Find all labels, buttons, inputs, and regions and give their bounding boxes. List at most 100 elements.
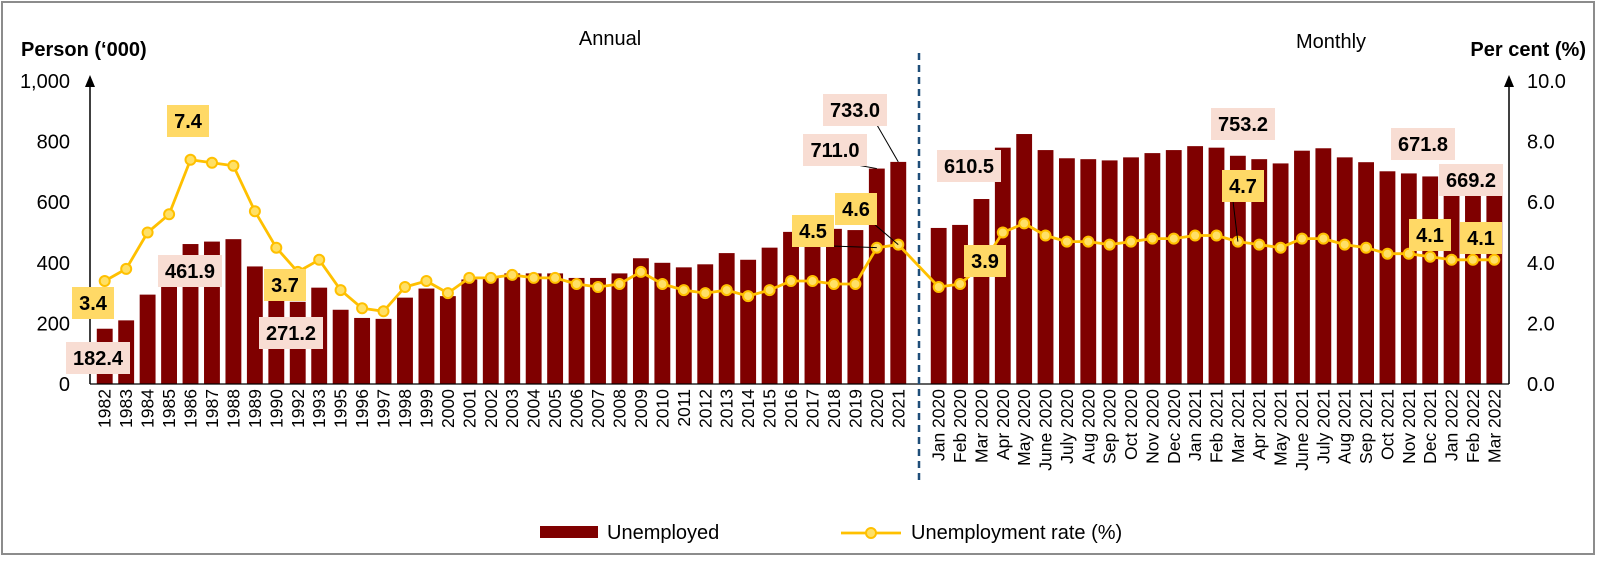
x-tick-label: Jan 2021: [1185, 389, 1205, 461]
right-tick-label: 4.0: [1527, 253, 1555, 275]
unemployment-rate-point: [720, 284, 733, 297]
unemployed-bar: [1208, 147, 1225, 384]
unemployed-bar: [1486, 181, 1503, 384]
bar-label-box: [1391, 128, 1455, 160]
left-tick-label: 800: [37, 132, 70, 154]
rate-label-box: [1222, 170, 1264, 202]
rate-value-label: 3.4: [79, 293, 108, 315]
bar-label-box: [259, 317, 323, 349]
section-label-monthly: Monthly: [1296, 31, 1366, 53]
unemployment-rate-point: [441, 287, 454, 300]
x-tick-label: Oct 2020: [1121, 389, 1141, 460]
unemployment-rate-point: [1039, 229, 1052, 242]
bar-label-box: [158, 255, 222, 287]
x-tick-label: Dec 2020: [1164, 389, 1184, 464]
unemployment-rate-point: [677, 284, 690, 297]
rate-label-box: [167, 105, 209, 137]
unemployed-bar: [354, 317, 371, 384]
unemployment-rate-point: [763, 284, 776, 297]
x-tick-label: 2001: [459, 389, 479, 428]
bar-value-label: 610.5: [944, 156, 994, 178]
x-tick-label: 1986: [181, 389, 201, 428]
unemployment-rate-point: [506, 268, 519, 281]
unemployment-rate-point: [1253, 238, 1266, 251]
unemployment-rate-point: [1210, 229, 1223, 242]
unemployment-rate-point: [227, 159, 240, 172]
unemployment-rate-point: [1060, 235, 1073, 248]
x-tick-label: 2012: [695, 389, 715, 428]
bar-label-box: [66, 342, 130, 374]
unemployed-bar: [1123, 157, 1139, 384]
x-tick-label: 1993: [309, 389, 329, 428]
rate-label-box: [964, 245, 1006, 277]
unemployment-rate-point: [1488, 253, 1501, 266]
bar-label-box: [803, 134, 867, 166]
x-tick-label: 2002: [481, 389, 501, 428]
rate-value-label: 4.7: [1229, 176, 1257, 198]
x-tick-label: Dec 2021: [1420, 389, 1440, 464]
left-tick-label: 0: [59, 374, 70, 396]
unemployed-bar: [1187, 146, 1204, 384]
unemployment-rate-point: [1274, 241, 1287, 254]
unemployment-rate-point: [1103, 238, 1116, 251]
x-tick-label: 2015: [760, 389, 780, 428]
x-tick-label: Mar 2021: [1228, 389, 1248, 463]
unemployed-bar: [1165, 150, 1182, 384]
unemployed-bar: [1080, 159, 1097, 384]
unemployed-bar: [740, 259, 757, 384]
bar-label-box: [823, 94, 887, 126]
unemployed-bar: [568, 277, 585, 384]
x-tick-label: 2013: [717, 389, 737, 428]
x-tick-label: July 2020: [1057, 389, 1077, 464]
bar-value-label: 271.2: [266, 323, 316, 345]
unemployed-bar: [590, 277, 606, 384]
bar-label-leader: [876, 124, 899, 163]
rate-label-box: [792, 215, 834, 247]
unemployed-bar: [1422, 176, 1439, 384]
unemployed-bar: [1400, 173, 1417, 384]
left-tick-label: 1,000: [20, 71, 70, 93]
x-tick-label: June 2020: [1036, 389, 1056, 471]
unemployment-rate-point: [996, 226, 1009, 239]
unemployment-rate-point: [399, 281, 411, 293]
rate-label-box: [72, 287, 114, 319]
unemployed-bar: [1144, 153, 1161, 384]
unemployed-bar: [439, 296, 456, 384]
x-tick-label: 2008: [610, 389, 630, 428]
unemployed-bar: [1272, 163, 1289, 384]
x-tick-label: 2000: [438, 389, 458, 428]
unemployed-bar: [611, 273, 628, 384]
x-tick-label: 2003: [502, 389, 522, 428]
x-tick-label: May 2020: [1014, 389, 1034, 466]
unemployment-rate-point: [463, 271, 476, 284]
x-tick-label: 2021: [888, 389, 908, 428]
unemployment-rate-point: [356, 302, 369, 315]
x-tick-label: Oct 2021: [1378, 389, 1398, 460]
unemployment-rate-point: [849, 278, 862, 290]
unemployment-rate-point: [954, 278, 967, 290]
left-axis-arrow: [85, 75, 95, 87]
right-tick-label: 0.0: [1527, 374, 1555, 396]
unemployment-rate-point: [1146, 232, 1159, 245]
right-axis-arrow: [1504, 75, 1514, 87]
unemployed-bar: [697, 264, 714, 384]
rate-label-leader: [1232, 200, 1239, 242]
x-tick-label: 2009: [631, 389, 651, 428]
unemployed-bar: [826, 228, 842, 384]
unemployment-rate-point: [120, 262, 133, 275]
unemployed-bar: [1037, 150, 1054, 384]
unemployed-bar: [847, 230, 864, 384]
unemployment-rate-point: [420, 275, 433, 287]
unemployed-bar: [654, 262, 671, 384]
section-label-annual: Annual: [579, 28, 641, 50]
unemployed-bar: [1336, 157, 1353, 384]
x-tick-label: 2016: [781, 389, 801, 428]
x-tick-label: Apr 2021: [1249, 389, 1269, 460]
left-tick-label: 200: [37, 313, 70, 335]
right-axis-title: Per cent (%): [1470, 39, 1586, 61]
x-tick-label: 2007: [588, 389, 608, 428]
unemployed-bar: [246, 266, 263, 384]
unemployment-rate-point: [1402, 247, 1415, 260]
unemployed-bar: [761, 247, 778, 384]
